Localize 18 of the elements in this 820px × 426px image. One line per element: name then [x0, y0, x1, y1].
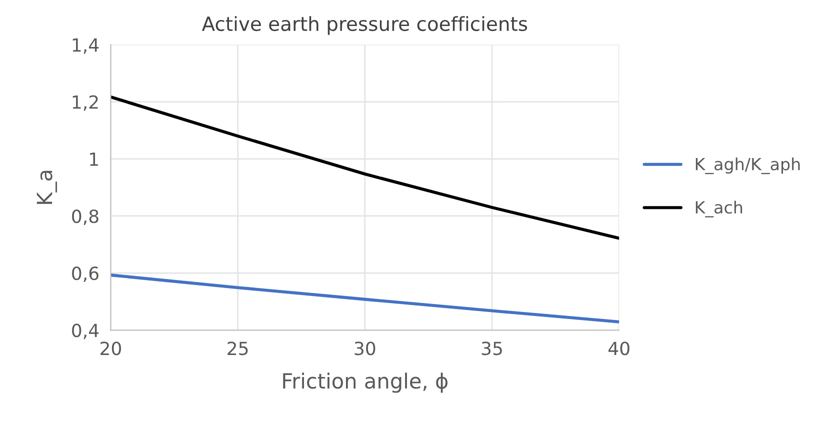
y-axis-title: K_a — [36, 170, 57, 204]
line-series — [110, 274, 620, 324]
y-tick-label: 0,8 — [72, 209, 98, 225]
x-tick-label: 25 — [228, 342, 248, 356]
y-tick-label: 0,4 — [72, 324, 99, 340]
y-tick-label: 1,2 — [72, 95, 98, 111]
x-tick-label: 30 — [354, 342, 376, 356]
legend-label: K_ach — [696, 200, 742, 218]
line-series — [110, 95, 620, 240]
y-tick-label: 1 — [90, 152, 98, 166]
x-axis-title: Friction angle, ϕ — [283, 372, 448, 393]
y-tick-label: 1,4 — [72, 38, 99, 54]
x-tick-label: 20 — [100, 342, 121, 356]
y-tick-label: 0,6 — [72, 266, 98, 282]
x-tick-label: 35 — [482, 342, 502, 356]
x-tick-label: 40 — [608, 342, 630, 356]
chart-title: Active earth pressure coefficients — [202, 16, 528, 35]
legend-label: K_agh/K_aph — [696, 158, 800, 174]
